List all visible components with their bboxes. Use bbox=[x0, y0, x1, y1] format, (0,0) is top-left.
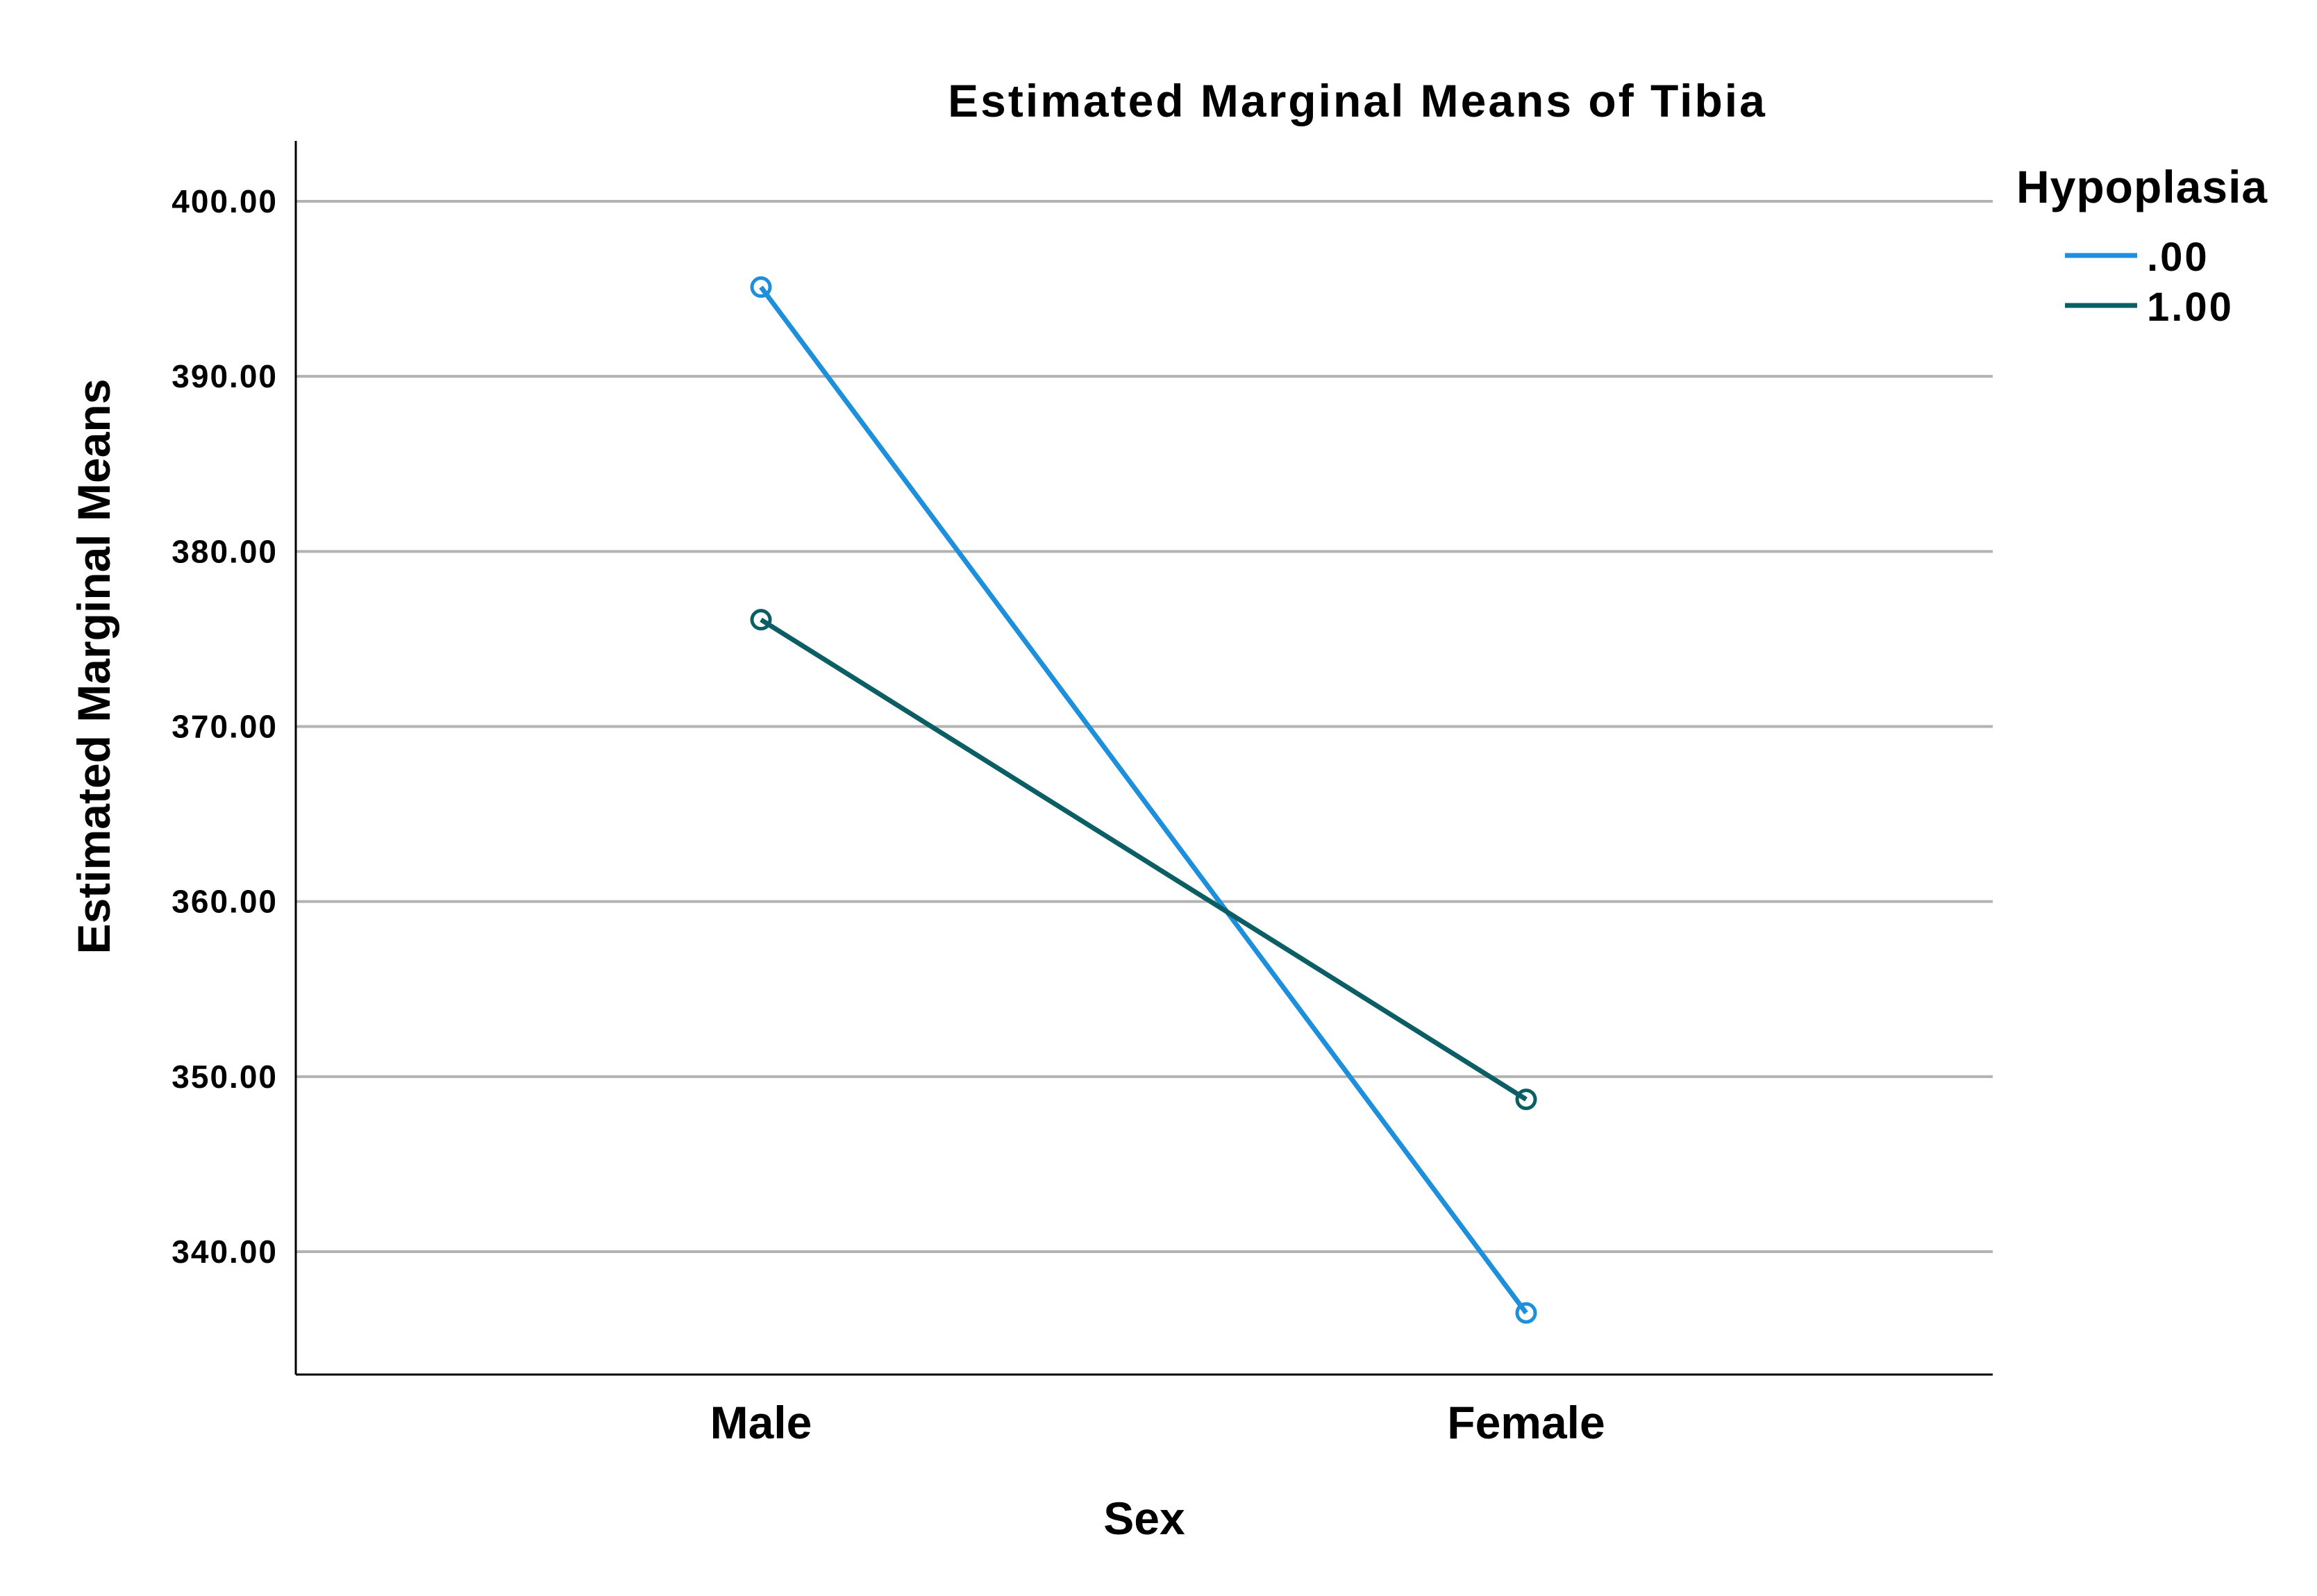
y-axis-label: Estimated Marginal Means bbox=[68, 379, 119, 955]
series-line bbox=[759, 285, 1528, 1315]
y-tick-label: 370.00 bbox=[172, 709, 278, 745]
data-point-marker bbox=[1515, 1302, 1537, 1324]
x-axis-label: Sex bbox=[1103, 1493, 1185, 1544]
y-tick-label: 360.00 bbox=[172, 884, 278, 920]
y-tick-label: 380.00 bbox=[172, 533, 278, 569]
y-tick-labels: 340.00 350.00 360.00 370.00 380.00 390.00 400.… bbox=[172, 183, 278, 1270]
legend-title: Hypoplasia bbox=[2016, 161, 2268, 212]
legend-items: .00 1.00 bbox=[2065, 235, 2234, 330]
data-point-marker bbox=[750, 609, 772, 631]
series-line bbox=[760, 617, 1528, 1102]
x-tick-label: Male bbox=[710, 1397, 812, 1448]
y-tick-label: 400.00 bbox=[172, 183, 278, 219]
y-tick-label: 350.00 bbox=[172, 1059, 278, 1095]
y-tick-label: 390.00 bbox=[172, 358, 278, 394]
x-tick-labels: Male Female bbox=[710, 1397, 1605, 1448]
series-lines bbox=[750, 276, 1537, 1324]
chart-title: Estimated Marginal Means of Tibia bbox=[948, 75, 1767, 126]
legend: Hypoplasia .00 1.00 bbox=[2016, 161, 2268, 330]
data-point-marker bbox=[750, 276, 772, 299]
legend-label: .00 bbox=[2147, 235, 2209, 280]
grid-lines bbox=[296, 200, 1993, 1253]
legend-label: 1.00 bbox=[2147, 285, 2234, 330]
x-tick-label: Female bbox=[1447, 1397, 1605, 1448]
y-tick-label: 340.00 bbox=[172, 1234, 278, 1270]
data-point-marker bbox=[1515, 1089, 1537, 1111]
